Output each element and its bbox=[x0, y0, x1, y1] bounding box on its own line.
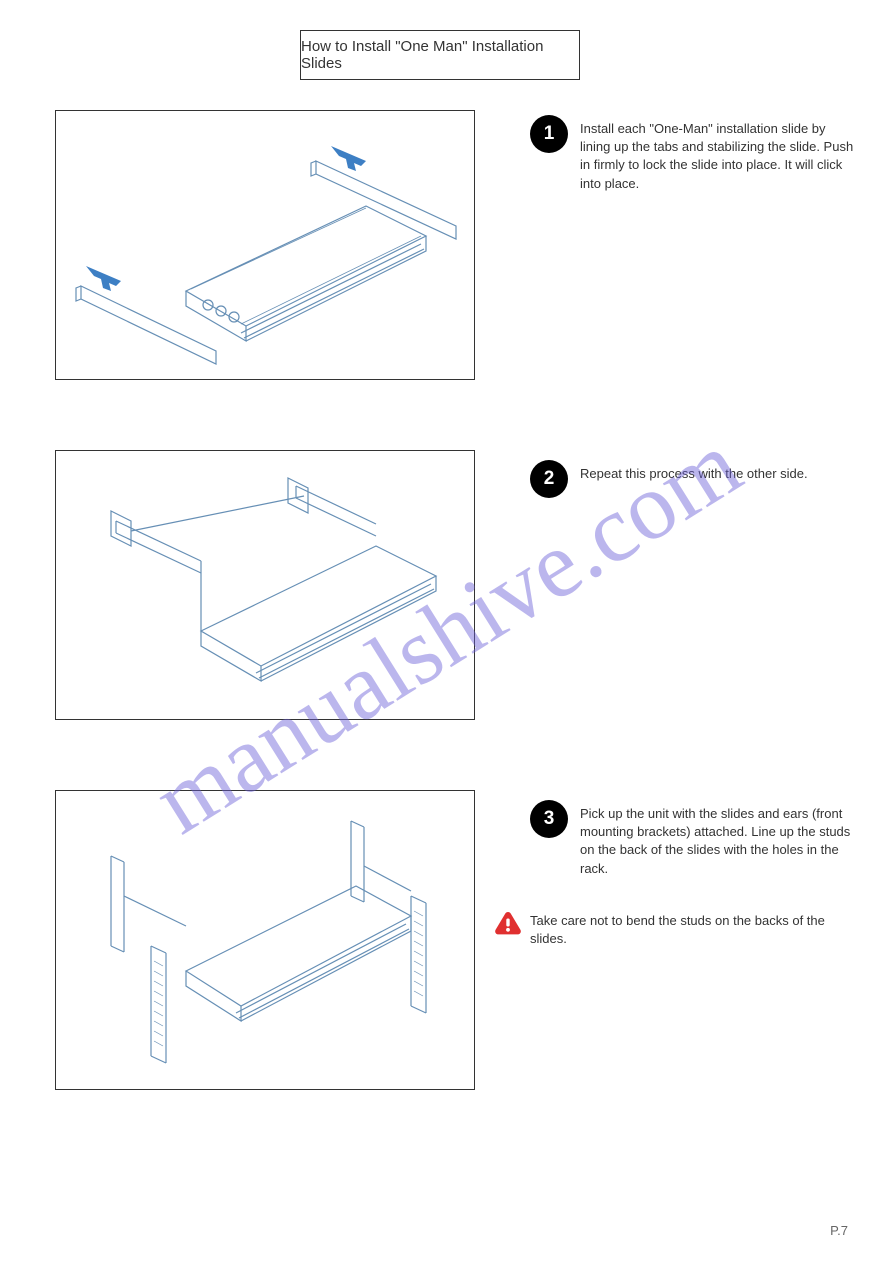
figure-step-1 bbox=[55, 110, 475, 380]
step-circle-1: 1 bbox=[530, 115, 568, 153]
step-number: 1 bbox=[544, 123, 555, 145]
warning-icon bbox=[493, 910, 523, 940]
step-text-2: Repeat this process with the other side. bbox=[580, 465, 855, 483]
step-text-1: Install each "One-Man" installation slid… bbox=[580, 120, 855, 193]
step-number: 2 bbox=[544, 468, 555, 490]
step-number: 3 bbox=[544, 808, 555, 830]
diagram-rack-mount bbox=[56, 791, 476, 1091]
diagram-slide-attached bbox=[56, 451, 476, 721]
step-circle-2: 2 bbox=[530, 460, 568, 498]
page-title-box: How to Install "One Man" Installation Sl… bbox=[300, 30, 580, 80]
figure-step-3 bbox=[55, 790, 475, 1090]
figure-step-2 bbox=[55, 450, 475, 720]
step-text-3: Pick up the unit with the slides and ear… bbox=[580, 805, 855, 878]
page-title: How to Install "One Man" Installation Sl… bbox=[301, 38, 579, 72]
step-circle-3: 3 bbox=[530, 800, 568, 838]
diagram-slide-install bbox=[56, 111, 476, 381]
warning-text: Take care not to bend the studs on the b… bbox=[530, 912, 855, 948]
page-number: P.7 bbox=[830, 1223, 848, 1238]
